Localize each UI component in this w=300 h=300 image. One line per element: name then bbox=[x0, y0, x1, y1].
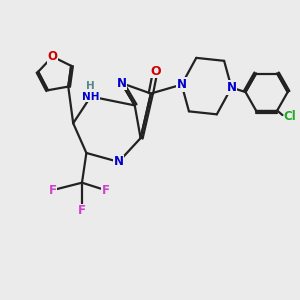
Text: F: F bbox=[49, 184, 57, 196]
Text: F: F bbox=[101, 184, 110, 196]
Text: Cl: Cl bbox=[284, 110, 296, 123]
Text: N: N bbox=[114, 155, 124, 168]
Text: N: N bbox=[116, 76, 127, 90]
Text: O: O bbox=[48, 50, 58, 63]
Text: H: H bbox=[86, 81, 94, 91]
Text: N: N bbox=[177, 78, 187, 91]
Text: O: O bbox=[150, 65, 160, 78]
Text: F: F bbox=[78, 204, 86, 218]
Text: N: N bbox=[226, 81, 236, 94]
Text: NH: NH bbox=[82, 92, 100, 101]
